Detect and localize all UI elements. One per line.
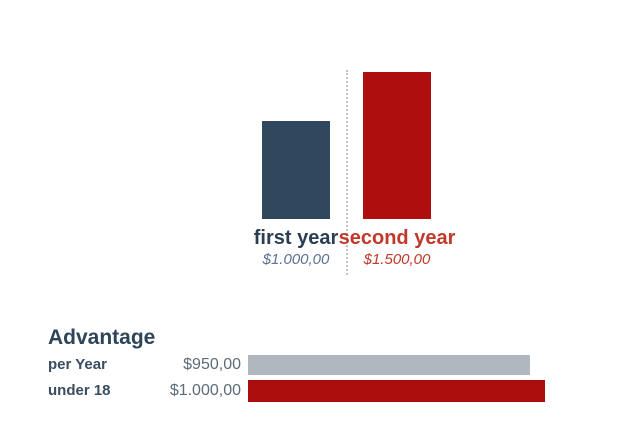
advantage-row-value: $950,00 — [183, 356, 241, 373]
divider-dotted-line — [346, 70, 348, 275]
vertical-bar — [262, 121, 330, 219]
value-label: $1.500,00 — [363, 251, 431, 268]
advantage-section: Advantage per Year $950,00 under 18 $1.0… — [0, 326, 641, 416]
vertical-bar — [363, 72, 431, 219]
advantage-row-under-18: under 18 $1.000,00 — [0, 380, 641, 402]
advantage-bar — [248, 380, 545, 402]
bar-track — [327, 72, 467, 219]
category-label: first year — [253, 227, 339, 249]
bar-track — [226, 72, 366, 219]
advantage-row-value: $1.000,00 — [169, 382, 241, 399]
bar-group-first-year: first year $1.000,00 — [226, 72, 366, 268]
advantage-bar — [248, 355, 530, 375]
category-label: second year — [338, 227, 456, 249]
advantage-title: Advantage — [48, 326, 156, 349]
advantage-row-label: under 18 — [48, 382, 111, 399]
bar-group-second-year: second year $1.500,00 — [327, 72, 467, 268]
value-label: $1.000,00 — [262, 251, 330, 268]
advantage-row-label: per Year — [48, 356, 107, 373]
advantage-row-per-year: per Year $950,00 — [0, 355, 641, 375]
